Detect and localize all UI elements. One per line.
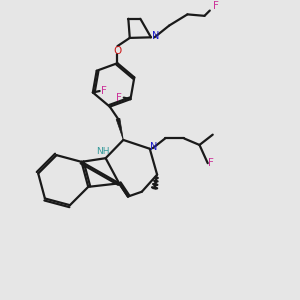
Text: N: N: [152, 31, 159, 41]
Text: NH: NH: [97, 147, 110, 156]
Text: F: F: [116, 93, 122, 103]
Text: F: F: [101, 86, 107, 96]
Text: N: N: [150, 142, 157, 152]
Text: O: O: [113, 46, 122, 56]
Polygon shape: [116, 118, 123, 140]
Text: F: F: [208, 158, 214, 168]
Text: F: F: [213, 1, 219, 11]
